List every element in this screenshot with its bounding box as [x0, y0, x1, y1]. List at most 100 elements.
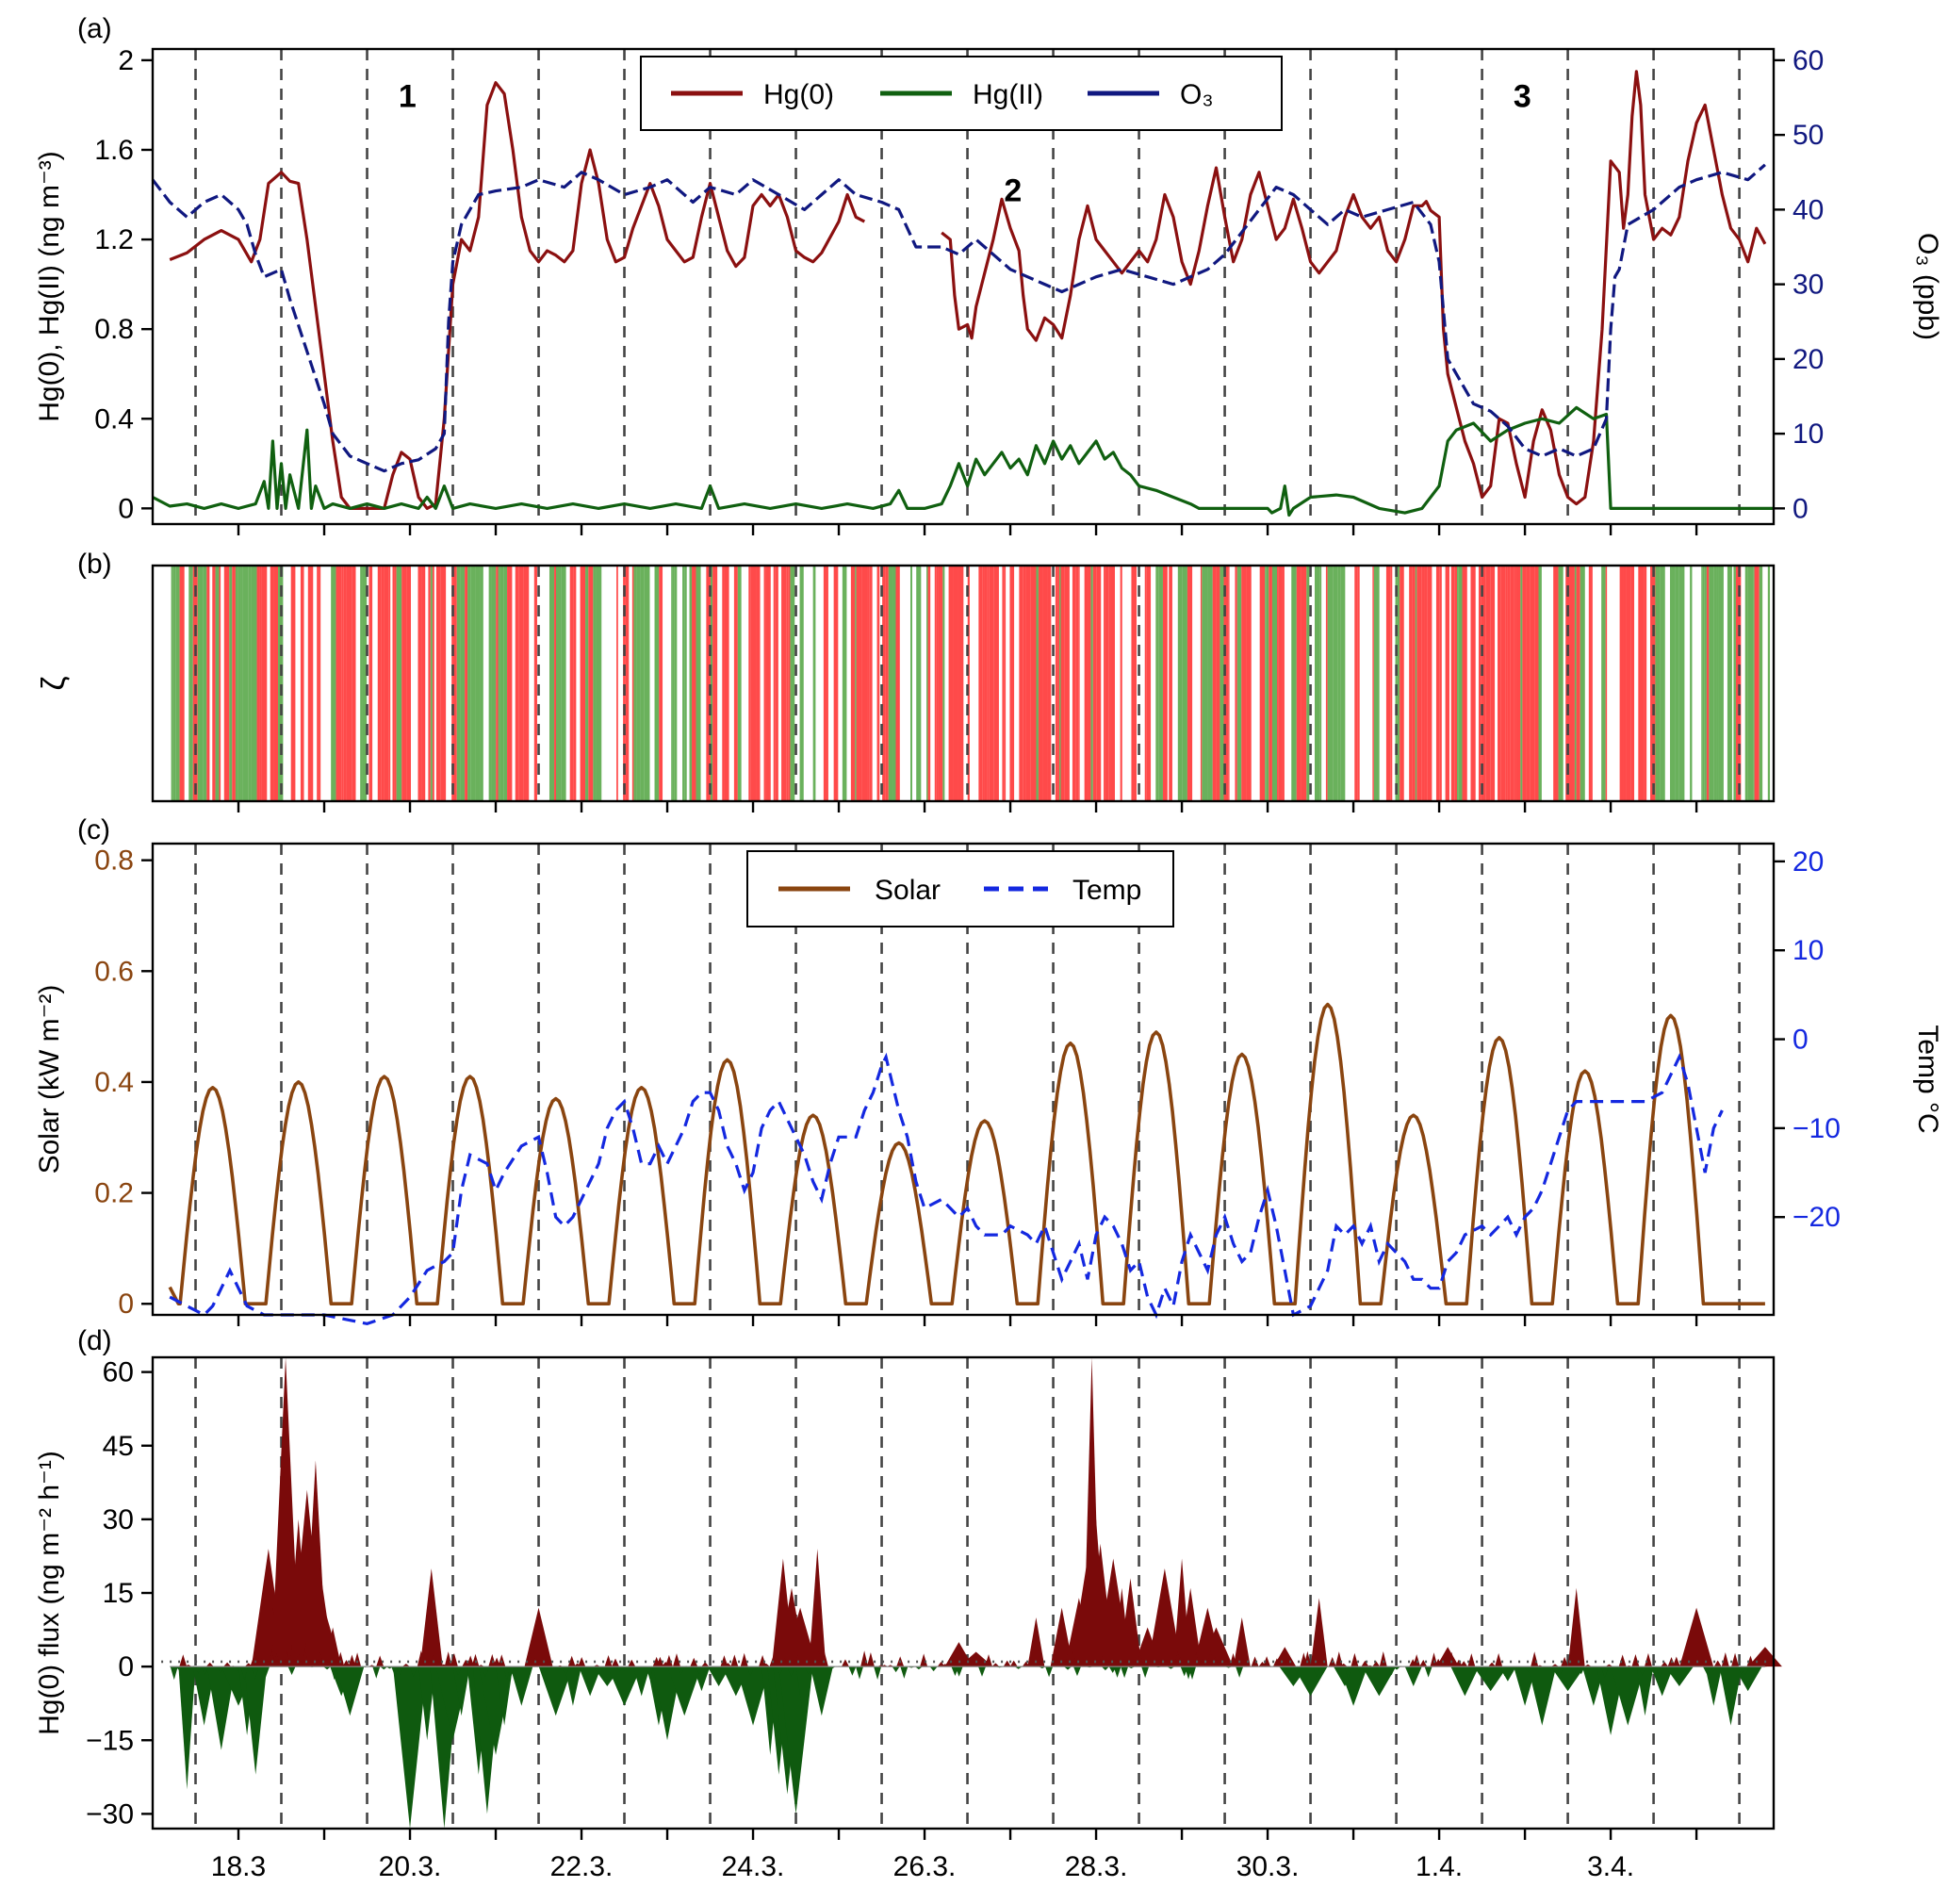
flux-noise-233 — [1467, 1653, 1476, 1667]
zeta-stripe-142 — [671, 566, 673, 801]
flux-noise-50 — [450, 1652, 458, 1667]
zeta-stripe-412 — [1626, 566, 1631, 801]
flux-noise-276 — [1709, 1666, 1717, 1672]
x-tick-label-4: 26.3. — [893, 1851, 957, 1882]
zeta-stripe-399 — [1576, 566, 1580, 801]
flux-spike-95 — [1611, 1666, 1645, 1726]
zeta-stripe-241 — [1023, 566, 1026, 801]
d-y-tick-label-5: 45 — [103, 1431, 134, 1462]
flux-noise-121 — [848, 1666, 857, 1676]
zeta-stripe-104 — [523, 566, 530, 801]
zeta-stripe-51 — [343, 566, 347, 801]
flux-spike-20 — [324, 1627, 342, 1667]
flux-noise-168 — [1113, 1666, 1121, 1678]
flux-noise-79 — [604, 1655, 613, 1667]
flux-noise-124 — [866, 1651, 875, 1667]
zeta-stripe-213 — [926, 566, 928, 801]
flux-noise-37 — [376, 1655, 385, 1667]
legend-a-box — [640, 56, 1283, 131]
flux-spike-80 — [1310, 1598, 1328, 1667]
panel-c-ylabel: Solar (kW m⁻²) — [34, 985, 65, 1174]
flux-noise-282 — [1742, 1666, 1750, 1676]
zeta-stripe-240 — [1019, 566, 1023, 801]
x-tick-label-8: 3.4. — [1587, 1851, 1634, 1882]
flux-noise-110 — [780, 1657, 789, 1667]
zeta-stripe-91 — [475, 566, 481, 801]
zeta-stripe-14 — [219, 566, 221, 801]
flux-noise-266 — [1656, 1666, 1664, 1678]
zeta-stripe-48 — [331, 566, 336, 801]
flux-noise-248 — [1551, 1664, 1560, 1667]
zeta-stripe-442 — [1735, 566, 1742, 801]
flux-noise-205 — [1312, 1666, 1320, 1677]
zeta-stripe-111 — [554, 566, 556, 801]
flux-noise-7 — [205, 1662, 214, 1667]
zeta-stripe-335 — [1354, 566, 1358, 801]
zeta-stripe-20 — [237, 566, 241, 801]
flux-noise-9 — [217, 1666, 225, 1674]
zeta-stripe-39 — [300, 566, 304, 801]
flux-noise-165 — [1097, 1654, 1105, 1667]
flux-noise-283 — [1746, 1655, 1755, 1667]
zeta-stripe-143 — [672, 566, 675, 801]
series-a-3 — [151, 163, 1766, 473]
c-y2-tick-label-1: −10 — [1792, 1113, 1841, 1144]
zeta-stripe-12 — [212, 566, 216, 801]
flux-noise-157 — [1050, 1661, 1058, 1667]
zeta-stripe-176 — [786, 566, 789, 801]
zeta-stripe-148 — [684, 566, 687, 801]
flux-noise-225 — [1419, 1659, 1428, 1667]
flux-noise-62 — [512, 1666, 520, 1671]
c-y-tick-label-4: 0.8 — [94, 845, 134, 877]
zeta-stripe-378 — [1500, 566, 1506, 801]
zeta-stripe-384 — [1520, 566, 1523, 801]
zeta-stripe-368 — [1462, 566, 1467, 801]
zeta-stripe-356 — [1424, 566, 1428, 801]
c-y-tick-label-2: 0.4 — [94, 1067, 134, 1098]
zeta-stripe-147 — [682, 566, 685, 801]
flux-noise-241 — [1511, 1666, 1519, 1671]
zeta-stripe-99 — [503, 566, 508, 801]
flux-noise-219 — [1387, 1666, 1396, 1676]
a-y2-tick-label-1: 10 — [1792, 419, 1824, 450]
flux-spike-100 — [1705, 1666, 1723, 1706]
flux-noise-71 — [562, 1666, 570, 1677]
zeta-stripe-304 — [1236, 566, 1242, 801]
legend-c-label-temp: Temp — [1072, 875, 1141, 906]
zeta-stripe-444 — [1744, 566, 1748, 801]
zeta-stripe-100 — [507, 566, 513, 801]
zeta-stripe-222 — [953, 566, 958, 801]
zeta-stripe-381 — [1510, 566, 1514, 801]
zeta-stripe-116 — [573, 566, 577, 801]
flux-noise-284 — [1753, 1666, 1761, 1670]
c-y-tick-label-0: 0 — [118, 1288, 134, 1320]
zeta-stripe-321 — [1296, 566, 1301, 801]
x-tick-label-1: 20.3. — [379, 1851, 442, 1882]
zeta-stripe-202 — [885, 566, 889, 801]
zeta-stripe-388 — [1534, 566, 1539, 801]
d-y-tick-label-6: 60 — [103, 1357, 134, 1388]
panel-a-ylabel: Hg(0), Hg(II) (ng m⁻³) — [34, 151, 65, 422]
flux-noise-278 — [1721, 1651, 1729, 1667]
zeta-stripe-357 — [1427, 566, 1432, 801]
zeta-stripe-331 — [1337, 566, 1341, 801]
flux-noise-113 — [798, 1666, 807, 1670]
zeta-stripe-424 — [1675, 566, 1679, 801]
flux-noise-285 — [1759, 1659, 1767, 1667]
flux-noise-2 — [179, 1654, 188, 1667]
zeta-stripe-4 — [179, 566, 185, 801]
flux-spike-25 — [419, 1568, 443, 1667]
zeta-stripe-138 — [659, 566, 663, 801]
zeta-stripe-88 — [465, 566, 468, 801]
zeta-stripe-313 — [1269, 566, 1272, 801]
zeta-stripe-451 — [1767, 566, 1771, 801]
c-y-tick-label-3: 0.6 — [94, 956, 134, 987]
zeta-stripe-79 — [432, 566, 434, 801]
zeta-stripe-420 — [1660, 566, 1665, 801]
zeta-stripe-255 — [1072, 566, 1076, 801]
zeta-stripe-209 — [909, 566, 913, 801]
zeta-stripe-325 — [1315, 566, 1320, 801]
zeta-stripe-315 — [1277, 566, 1279, 801]
flux-noise-129 — [892, 1666, 900, 1673]
flux-spike-73 — [1179, 1587, 1203, 1667]
